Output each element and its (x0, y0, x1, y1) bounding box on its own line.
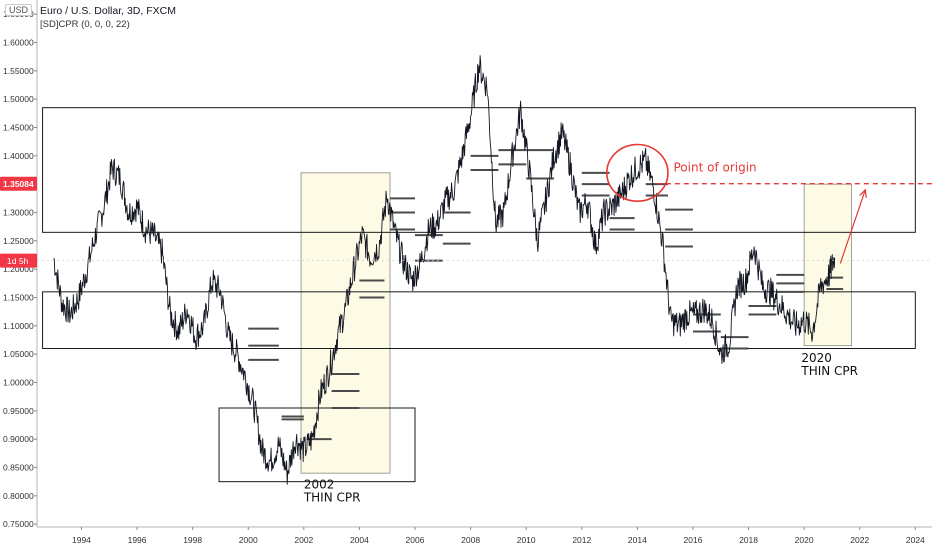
y-tick-label-8: 1.15000 (3, 293, 34, 303)
range-box-2 (218, 407, 416, 483)
indicator-label[interactable]: [SD]CPR (0, 0, 0, 22) (40, 19, 130, 30)
y-tick-label-17: 1.60000 (3, 38, 34, 48)
x-tick-label-1: 1996 (128, 535, 147, 545)
label-2020-text: THIN CPR (800, 364, 858, 378)
y-tick-label-10: 1.25000 (3, 236, 34, 246)
x-tick-label-4: 2002 (294, 535, 313, 545)
countdown-tag-bg (0, 253, 37, 268)
x-tick-label-15: 2024 (906, 535, 925, 545)
current-price-tag-bg (0, 176, 37, 191)
y-tick-label-16: 1.55000 (3, 66, 34, 76)
y-tick-label-11: 1.30000 (3, 208, 34, 218)
x-tick-label-6: 2006 (406, 535, 425, 545)
y-tick-label-13: 1.40000 (3, 151, 34, 161)
y-tick-label-5: 1.00000 (3, 378, 34, 388)
current-price-tag-label: 1.35084 (3, 179, 34, 189)
y-tick-label-14: 1.45000 (3, 123, 34, 133)
origin-circle (605, 143, 669, 202)
x-tick-label-12: 2018 (739, 535, 758, 545)
highlight-zone-1 (803, 183, 852, 347)
price-series-line (53, 55, 836, 485)
x-tick-label-14: 2022 (850, 535, 869, 545)
x-tick-label-5: 2004 (350, 535, 369, 545)
y-tick-label-0: 0.75000 (3, 519, 34, 529)
projection-arrow-head (859, 188, 867, 198)
origin-label: Point of origin (674, 161, 757, 175)
y-tick-label-1: 0.80000 (3, 491, 34, 501)
y-tick-label-2: 0.85000 (3, 463, 34, 473)
range-box-1 (42, 291, 916, 350)
label-2020-year: 2020 (801, 351, 832, 365)
y-tick-label-3: 0.90000 (3, 434, 34, 444)
x-tick-label-3: 2000 (239, 535, 258, 545)
x-tick-label-10: 2014 (628, 535, 647, 545)
countdown-tag-label: 1d 5h (7, 256, 29, 266)
projection-arrow-shaft (839, 189, 866, 264)
x-tick-label-0: 1994 (72, 535, 91, 545)
currency-badge[interactable]: USD (5, 4, 33, 16)
x-tick-label-8: 2010 (517, 535, 536, 545)
y-tick-label-6: 1.05000 (3, 349, 34, 359)
chart-legend: Euro / U.S. Dollar, 3D, FXCM [SD]CPR (0,… (40, 4, 176, 32)
y-tick-label-4: 0.95000 (3, 406, 34, 416)
x-tick-label-7: 2008 (461, 535, 480, 545)
y-tick-label-7: 1.10000 (3, 321, 34, 331)
y-tick-label-9: 1.20000 (3, 264, 34, 274)
x-tick-label-13: 2020 (795, 535, 814, 545)
x-tick-label-9: 2012 (572, 535, 591, 545)
x-tick-label-2: 1998 (183, 535, 202, 545)
y-tick-label-15: 1.50000 (3, 94, 34, 104)
label-2002-year: 2002 (304, 477, 335, 491)
label-2002-text: THIN CPR (303, 491, 361, 505)
symbol-title[interactable]: Euro / U.S. Dollar, 3D, FXCM (40, 5, 176, 17)
range-box-0 (42, 107, 916, 233)
x-tick-label-11: 2016 (684, 535, 703, 545)
